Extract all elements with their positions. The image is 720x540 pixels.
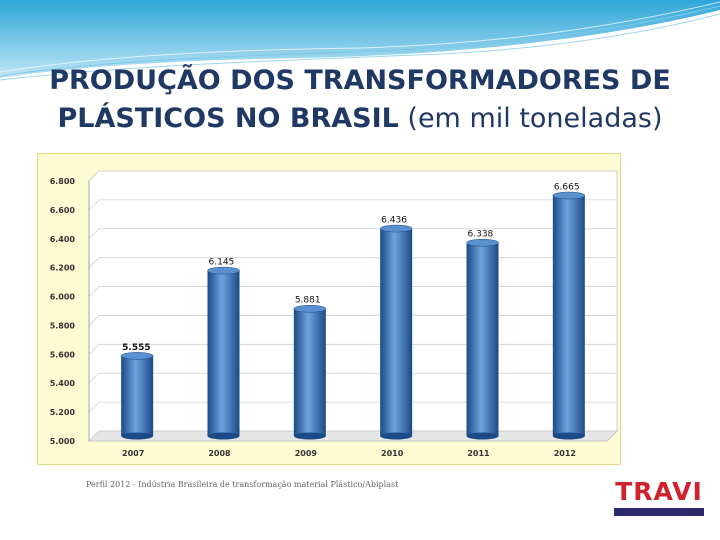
title-line-2-unit: (em mil toneladas)	[398, 103, 663, 134]
bar-base	[121, 432, 154, 440]
title-line-2-bold: PLÁSTICOS NO BRASIL	[57, 103, 399, 134]
y-tick-label: 5.800	[50, 321, 76, 330]
x-tick-label: 2010	[381, 449, 404, 458]
y-tick-label: 5.400	[50, 379, 76, 388]
x-tick-label: 2012	[554, 449, 576, 458]
bar-chart: 5.000 5.200 5.400 5.600 5.800 6.000 6.200 6.400…	[37, 153, 621, 465]
plot-floor	[88, 430, 618, 442]
bar-base	[207, 432, 240, 440]
gridline	[88, 199, 617, 211]
bar-base	[293, 432, 326, 440]
header-wave-decoration	[0, 0, 720, 81]
x-tick-label: 2008	[208, 449, 231, 458]
gridline	[88, 343, 617, 355]
y-tick-label: 6.200	[50, 264, 76, 273]
gridline	[88, 170, 617, 182]
value-label: 6.665	[554, 183, 580, 193]
y-tick-label: 6.600	[50, 206, 76, 215]
bar-body	[466, 242, 499, 436]
title-line-1: PRODUÇÃO DOS TRANSFORMADORES DE	[49, 65, 671, 96]
value-label: 6.338	[468, 230, 494, 240]
gridline	[88, 257, 617, 268]
bar-base	[552, 432, 585, 440]
bar-2010	[379, 224, 413, 440]
title-line-2: PLÁSTICOS NO BRASIL (em mil toneladas)	[0, 100, 720, 138]
bar-top	[293, 304, 327, 313]
logo-bar	[614, 508, 704, 516]
gridline	[88, 315, 617, 326]
bar-top	[552, 191, 586, 200]
bar-body	[121, 355, 154, 436]
bar-2007	[120, 352, 154, 440]
travi-logo: TRAVI	[614, 474, 704, 516]
y-tick-label: 6.400	[50, 235, 76, 244]
y-tick-label: 5.200	[50, 408, 76, 417]
page-title: PRODUÇÃO DOS TRANSFORMADORES DE PLÁSTICO…	[0, 62, 720, 138]
bar-top	[207, 266, 240, 275]
gridline	[88, 286, 617, 297]
value-label: 6.145	[209, 258, 235, 268]
x-tick-label: 2009	[295, 449, 318, 458]
value-label: 5.881	[295, 296, 321, 306]
bar-body	[293, 308, 326, 436]
value-label: 5.555	[122, 343, 150, 353]
bar-body	[207, 270, 240, 436]
y-tick-label: 6.800	[50, 177, 76, 186]
value-label: 6.436	[381, 216, 407, 226]
source-note: Perfil 2012 - Indústria Brasileira de tr…	[86, 480, 399, 489]
y-tick-label: 6.000	[50, 293, 76, 302]
gridline	[88, 401, 617, 413]
bar-2009	[293, 304, 327, 440]
bar-top	[466, 238, 499, 247]
bar-top	[120, 352, 154, 360]
bar-top	[379, 224, 413, 233]
gridline	[88, 430, 617, 442]
bar-body	[552, 195, 585, 436]
y-tick-label: 5.600	[50, 350, 76, 359]
plot-area	[88, 170, 618, 442]
x-tick-label: 2007	[122, 449, 144, 458]
x-tick-label: 2011	[467, 449, 490, 458]
bar-2011	[466, 238, 499, 440]
bar-base	[466, 432, 499, 440]
gridline	[88, 228, 617, 240]
bar-body	[380, 228, 413, 436]
bar-2008	[207, 266, 240, 440]
logo-text: TRAVI	[615, 477, 703, 506]
bar-base	[380, 432, 413, 440]
gridline	[88, 372, 617, 384]
bar-2012	[552, 191, 586, 440]
y-tick-label: 5.000	[50, 437, 76, 446]
